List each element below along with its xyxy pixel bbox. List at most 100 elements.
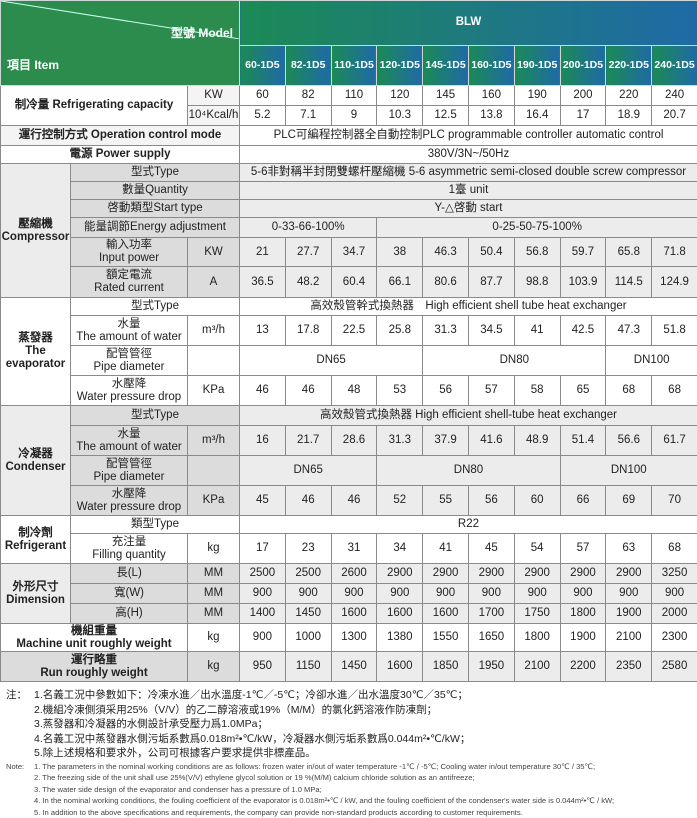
input-power-value: 71.8 [652, 238, 697, 267]
rated-current-value: 80.6 [423, 267, 469, 298]
row-label: 充注量 Filling quantity [71, 534, 188, 564]
unit-cell: 10⁴Kcal/h [188, 106, 240, 126]
row-label: 長(L) [71, 564, 188, 584]
machine-weight-value: 2100 [606, 624, 652, 652]
notes: 注：1.名義工況中參數如下：冷凍水進／出水溫度-1℃／-5℃；冷卻水進／出水溫度… [0, 682, 697, 818]
height-value: 1450 [285, 604, 331, 624]
capacity-kw-value: 240 [652, 86, 697, 106]
width-value: 900 [240, 584, 286, 604]
evaporator-drop-value: 68 [606, 376, 652, 406]
rated-current-value: 103.9 [560, 267, 606, 298]
evaporator-drop-value: 56 [423, 376, 469, 406]
evaporator-group: 蒸發器 The evaporator [1, 298, 71, 406]
capacity-kw-value: 220 [606, 86, 652, 106]
machine-weight-value: 900 [240, 624, 286, 652]
capacity-kcal-value: 17 [560, 106, 606, 126]
note-item: 3. The water side design of the evaporat… [34, 784, 614, 796]
machine-weight-value: 2300 [652, 624, 697, 652]
evaporator-drop-value: 46 [285, 376, 331, 406]
machine-weight-value: 1650 [468, 624, 514, 652]
input-power-value: 65.8 [606, 238, 652, 267]
evaporator-water-value: 47.3 [606, 316, 652, 346]
unit-cell [188, 346, 240, 376]
evaporator-pipe-diameter: DN100 [606, 346, 697, 376]
evaporator-water-value: 31.3 [423, 316, 469, 346]
run-weight-value: 2200 [560, 652, 606, 682]
model-label: 型號 Model [1, 27, 239, 40]
condenser-drop-value: 45 [240, 486, 286, 516]
note-item: 5.除上述規格和要求外，公司可根據客户要求提供非標產品。 [34, 746, 470, 761]
capacity-kw-value: 200 [560, 86, 606, 106]
note-item: 5. In addition to the above specificatio… [34, 807, 614, 818]
capacity-kw-value: 190 [514, 86, 560, 106]
row-label: 類型Type [71, 516, 240, 534]
unit-cell: kg [188, 652, 240, 682]
row-label: 高(H) [71, 604, 188, 624]
rated-current-value: 60.4 [331, 267, 377, 298]
rated-current-value: 114.5 [606, 267, 652, 298]
input-power-value: 21 [240, 238, 286, 267]
condenser-water-value: 61.7 [652, 426, 697, 456]
filling-quantity-value: 23 [285, 534, 331, 564]
length-value: 3250 [652, 564, 697, 584]
rated-current-value: 48.2 [285, 267, 331, 298]
row-label: 配管管徑 Pipe diameter [71, 456, 188, 486]
row-label: 水量 The amount of water [71, 316, 188, 346]
unit-cell: m³/h [188, 426, 240, 456]
evaporator-water-value: 42.5 [560, 316, 606, 346]
filling-quantity-value: 31 [331, 534, 377, 564]
evaporator-drop-value: 68 [652, 376, 697, 406]
condenser-pipe-diameter: DN65 [240, 456, 377, 486]
condenser-drop-value: 46 [285, 486, 331, 516]
evaporator-pipe-diameter: DN65 [240, 346, 423, 376]
width-value: 900 [606, 584, 652, 604]
row-label: 數量Quantity [71, 182, 240, 200]
input-power-value: 34.7 [331, 238, 377, 267]
run-weight-value: 1600 [377, 652, 423, 682]
condenser-water-value: 51.4 [560, 426, 606, 456]
capacity-kcal-value: 16.4 [514, 106, 560, 126]
filling-quantity-value: 17 [240, 534, 286, 564]
unit-cell: KW [188, 238, 240, 267]
width-value: 900 [423, 584, 469, 604]
unit-cell: KPa [188, 486, 240, 516]
series-name: BLW [240, 1, 697, 46]
condenser-pipe-diameter: DN80 [377, 456, 560, 486]
model-header: 240-1D5 [652, 45, 697, 85]
item-label: 項目 Item [1, 53, 239, 72]
row-label: 水量 The amount of water [71, 426, 188, 456]
condenser-drop-value: 46 [331, 486, 377, 516]
capacity-kw-value: 120 [377, 86, 423, 106]
run-weight-value: 2350 [606, 652, 652, 682]
capacity-kcal-value: 18.9 [606, 106, 652, 126]
filling-quantity-value: 45 [468, 534, 514, 564]
width-value: 900 [514, 584, 560, 604]
row-label: 型式Type [71, 406, 240, 426]
width-value: 900 [560, 584, 606, 604]
row-label: 型式Type [71, 298, 240, 316]
run-weight-value: 1850 [423, 652, 469, 682]
unit-cell: m³/h [188, 316, 240, 346]
capacity-kcal-value: 13.8 [468, 106, 514, 126]
unit-cell: MM [188, 564, 240, 584]
evaporator-pipe-diameter: DN80 [423, 346, 606, 376]
length-value: 2500 [240, 564, 286, 584]
condenser-water-value: 41.6 [468, 426, 514, 456]
capacity-kcal-value: 7.1 [285, 106, 331, 126]
refrigerant-type: R22 [240, 516, 697, 534]
rated-current-value: 66.1 [377, 267, 423, 298]
filling-quantity-value: 54 [514, 534, 560, 564]
machine-weight-value: 1300 [331, 624, 377, 652]
capacity-kw-value: 145 [423, 86, 469, 106]
model-header: 60-1D5 [240, 45, 286, 85]
run-weight-label: 運行略重 Run roughly weight [1, 652, 188, 682]
machine-weight-value: 1800 [514, 624, 560, 652]
filling-quantity-value: 57 [560, 534, 606, 564]
condenser-drop-value: 70 [652, 486, 697, 516]
notes-en-tag: Note: [6, 761, 34, 818]
